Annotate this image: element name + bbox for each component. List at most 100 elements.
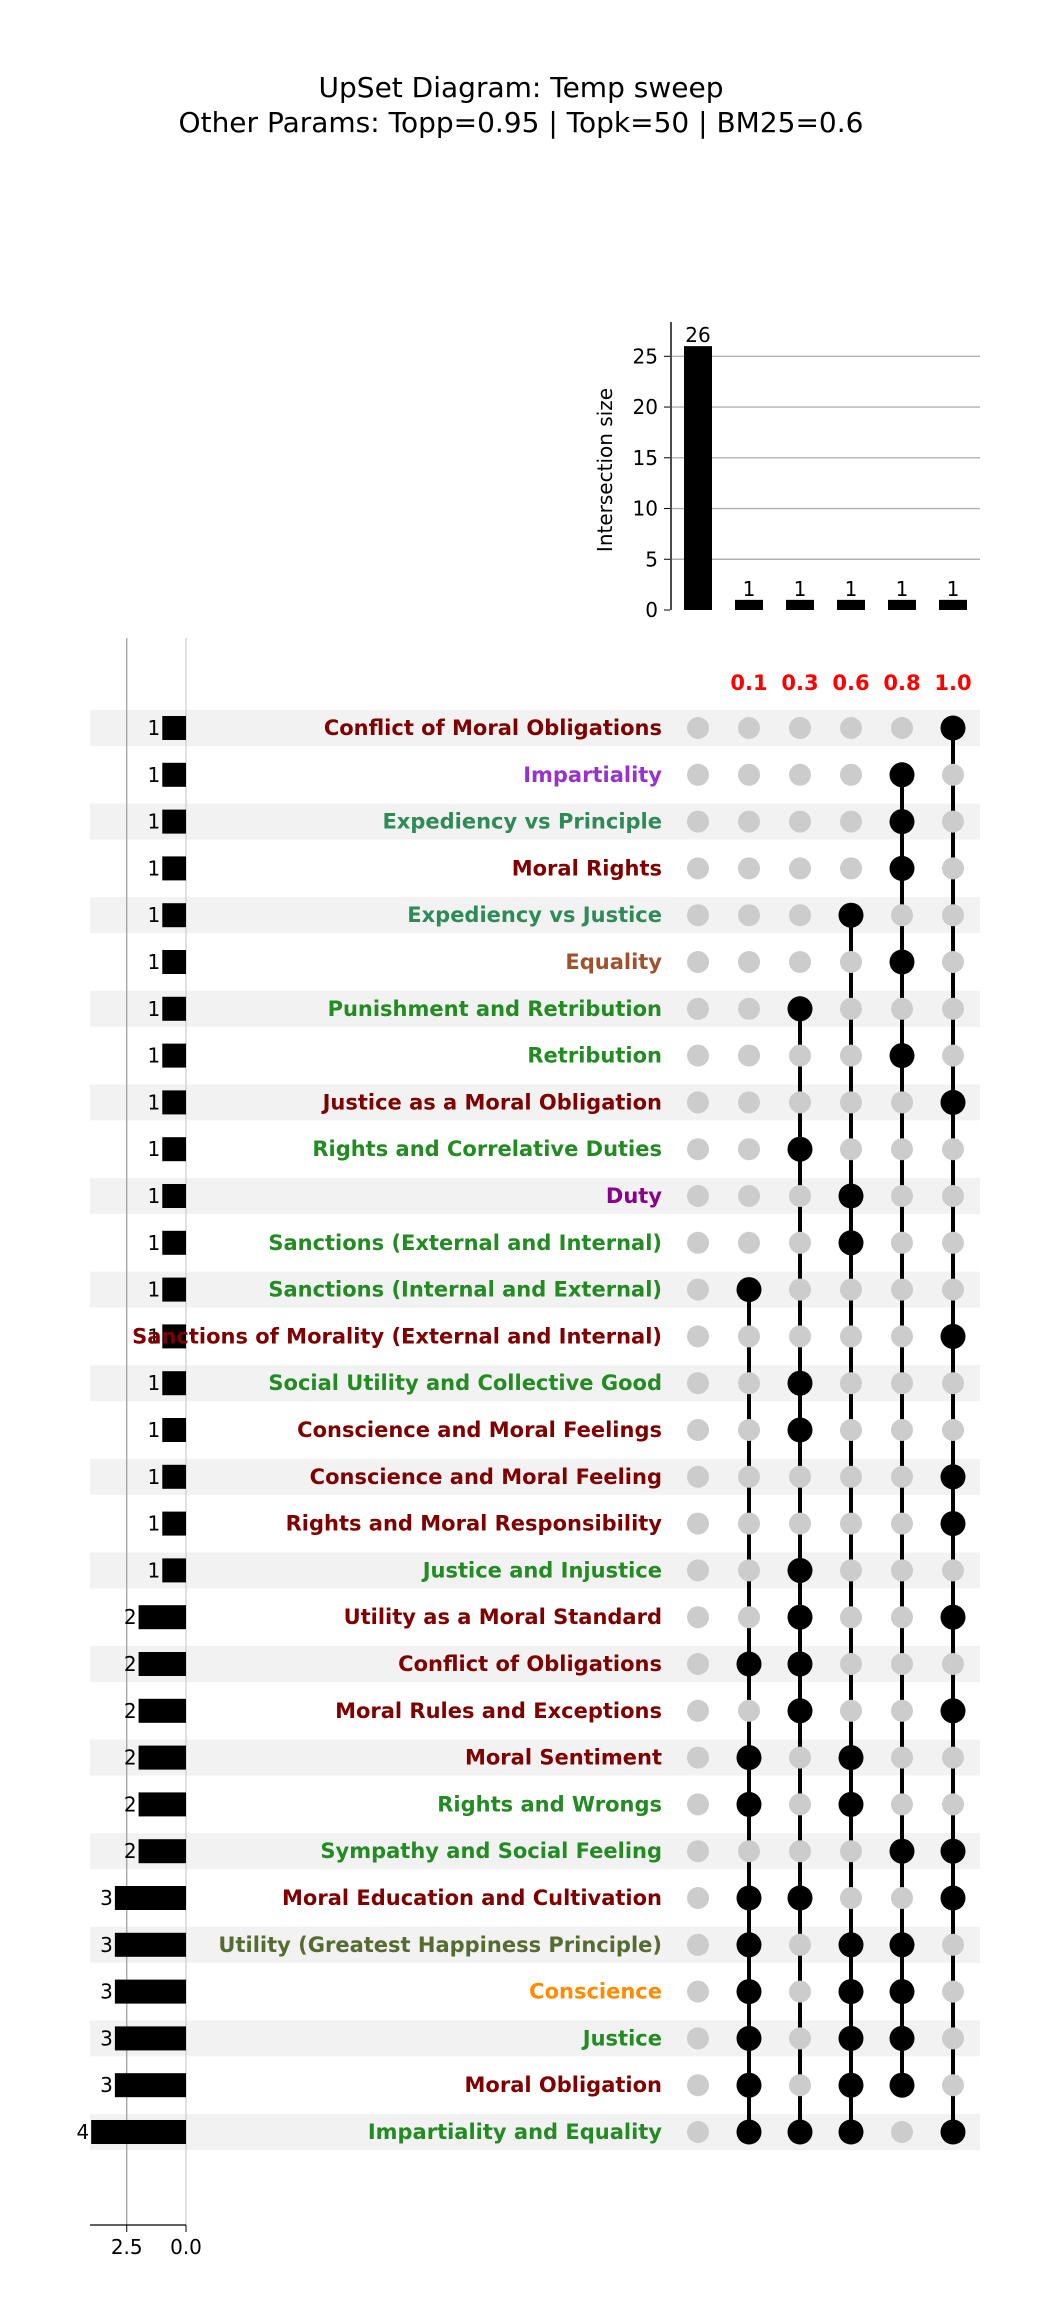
membership-dot-empty — [840, 1887, 862, 1909]
membership-dot-filled — [889, 1043, 915, 1069]
set-size-label: 1 — [148, 856, 161, 880]
membership-dot-empty — [891, 1465, 913, 1488]
set-name: Sanctions (Internal and External) — [268, 1278, 662, 1302]
membership-dot-filled — [889, 2025, 915, 2051]
membership-dot-empty — [840, 810, 862, 833]
set-size-label: 2 — [124, 1839, 137, 1863]
membership-dot-empty — [789, 1746, 811, 1769]
set-size-bar — [162, 1511, 186, 1536]
membership-dot-filled — [940, 715, 966, 741]
set-size-label: 1 — [148, 1512, 161, 1536]
membership-dot-empty — [687, 2074, 709, 2097]
membership-dot-filled — [940, 1838, 966, 1864]
membership-dot-empty — [789, 1091, 811, 1114]
set-size-bar — [162, 1090, 186, 1115]
set-name: Moral Obligation — [465, 2073, 662, 2097]
membership-dot-filled — [787, 1136, 813, 1162]
membership-dot-empty — [840, 1465, 862, 1488]
set-size-label: 2 — [124, 1699, 137, 1723]
membership-dot-empty — [687, 951, 709, 973]
membership-dot-empty — [738, 1372, 760, 1395]
membership-dot-empty — [687, 1138, 709, 1161]
set-size-bar — [162, 1277, 186, 1302]
membership-dot-empty — [687, 1887, 709, 1909]
row-stripe — [90, 1926, 980, 1963]
membership-dot-filled — [889, 1838, 915, 1864]
membership-dot-empty — [687, 1185, 709, 1207]
membership-dot-empty — [687, 1372, 709, 1395]
membership-dot-empty — [738, 717, 760, 739]
intersection-tick-label: 20 — [633, 395, 658, 419]
membership-dot-empty — [738, 1465, 760, 1488]
membership-dot-empty — [687, 1231, 709, 1254]
membership-dot-filled — [940, 2119, 966, 2145]
row-stripe — [90, 1084, 980, 1121]
row-stripe — [90, 2020, 980, 2057]
set-size-label: 1 — [148, 997, 161, 1021]
membership-dot-empty — [942, 1793, 964, 1816]
membership-dot-empty — [891, 1419, 913, 1441]
membership-dot-filled — [940, 1885, 966, 1911]
membership-dot-empty — [687, 997, 709, 1020]
membership-dot-filled — [838, 2119, 864, 2145]
membership-dot-empty — [840, 997, 862, 1020]
membership-dot-filled — [736, 2072, 762, 2098]
membership-dot-empty — [687, 1933, 709, 1956]
set-size-bar — [162, 716, 186, 740]
membership-dot-empty — [840, 1325, 862, 1348]
set-size-label: 1 — [148, 1184, 161, 1208]
membership-dot-empty — [942, 1044, 964, 1067]
set-name: Utility as a Moral Standard — [344, 1605, 662, 1629]
intersection-bar — [837, 599, 865, 610]
set-size-label: 1 — [148, 1418, 161, 1442]
membership-dot-empty — [891, 904, 913, 927]
membership-dot-empty — [687, 763, 709, 786]
set-size-bar — [162, 1137, 186, 1162]
membership-dot-empty — [942, 951, 964, 973]
membership-dot-filled — [838, 1745, 864, 1771]
membership-dot-empty — [687, 857, 709, 880]
column-header: 0.8 — [883, 671, 920, 695]
membership-dot-empty — [789, 904, 811, 927]
membership-dot-empty — [942, 2027, 964, 2050]
row-stripe — [90, 1271, 980, 1308]
membership-dot-empty — [840, 1372, 862, 1395]
membership-dot-empty — [891, 1138, 913, 1161]
set-size-label: 3 — [100, 2026, 113, 2050]
set-name: Expediency vs Justice — [407, 903, 662, 927]
set-name: Moral Education and Cultivation — [282, 1886, 662, 1910]
membership-dot-empty — [840, 1653, 862, 1675]
membership-dot-empty — [840, 1699, 862, 1722]
row-stripe — [90, 1833, 980, 1870]
membership-dot-empty — [687, 1559, 709, 1582]
membership-dot-filled — [940, 1089, 966, 1115]
set-size-label: 1 — [148, 1324, 161, 1348]
intersection-tick-label: 10 — [633, 497, 658, 521]
set-size-label: 1 — [148, 1371, 161, 1395]
membership-dot-empty — [738, 1138, 760, 1161]
membership-dot-empty — [942, 1559, 964, 1582]
set-name: Conscience and Moral Feelings — [297, 1418, 662, 1442]
membership-dot-empty — [687, 717, 709, 739]
set-size-bar — [162, 1418, 186, 1442]
membership-dot-empty — [840, 1091, 862, 1114]
membership-dot-empty — [891, 1231, 913, 1254]
membership-dot-empty — [789, 717, 811, 739]
membership-dot-empty — [840, 763, 862, 786]
membership-dot-empty — [687, 1606, 709, 1629]
membership-dot-filled — [787, 1604, 813, 1630]
row-stripe — [90, 1365, 980, 1402]
set-size-tick-label: 0.0 — [170, 2235, 202, 2259]
intersection-tick-label: 15 — [633, 446, 658, 470]
membership-dot-empty — [942, 1372, 964, 1395]
column-header: 0.6 — [832, 671, 869, 695]
set-size-label: 3 — [100, 2073, 113, 2097]
membership-dot-empty — [840, 1138, 862, 1161]
membership-dot-empty — [891, 1278, 913, 1301]
column-header: 0.1 — [730, 671, 767, 695]
membership-dot-empty — [789, 763, 811, 786]
membership-dot-empty — [840, 1840, 862, 1863]
membership-dot-empty — [942, 1278, 964, 1301]
set-name: Justice and Injustice — [421, 1558, 662, 1582]
set-name: Impartiality — [523, 763, 662, 787]
